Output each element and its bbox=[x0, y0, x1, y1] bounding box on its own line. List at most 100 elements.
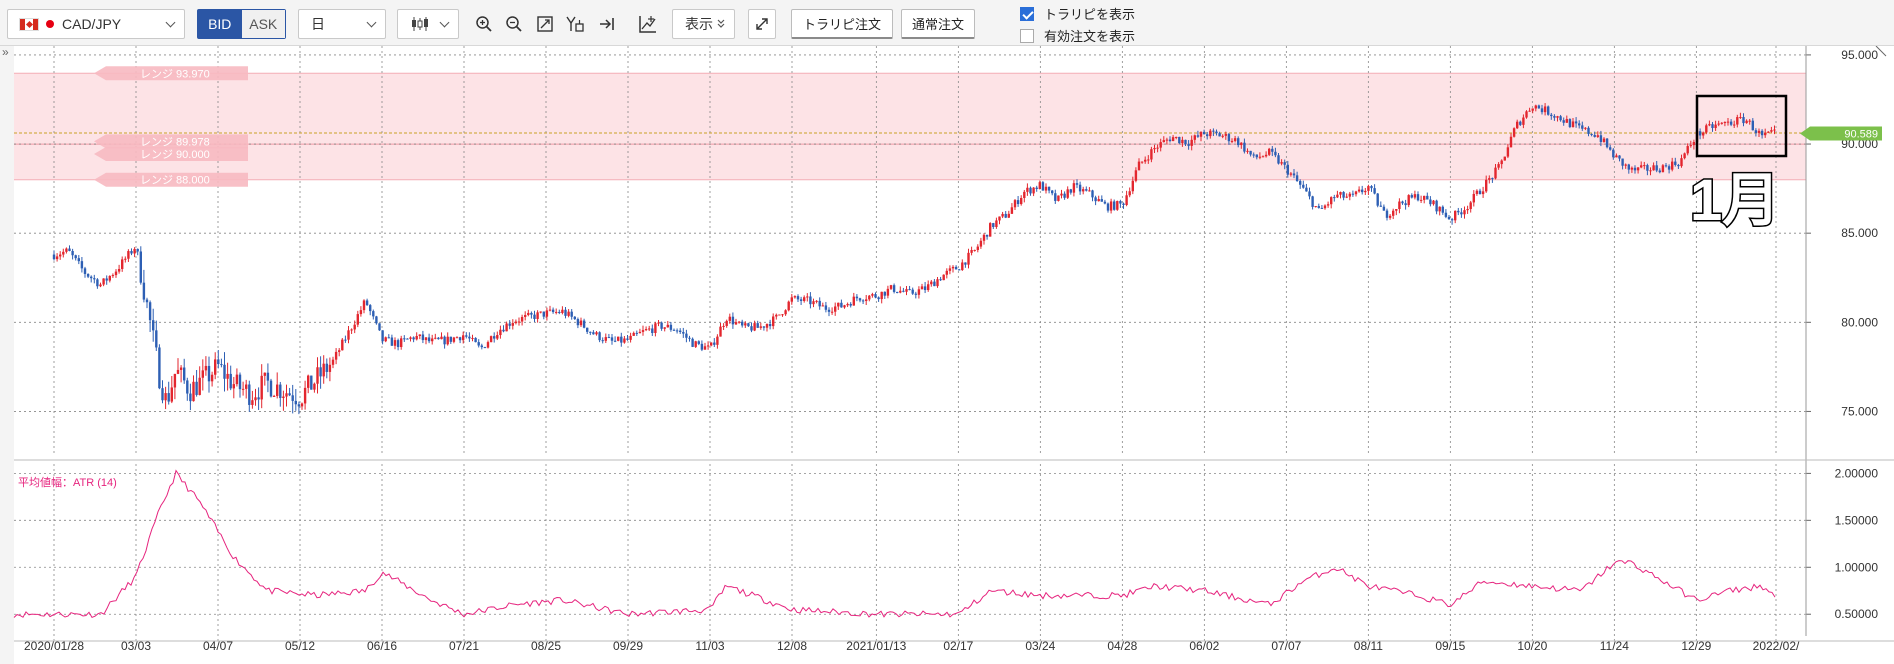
candle bbox=[1447, 215, 1451, 220]
candle bbox=[762, 326, 766, 331]
candle bbox=[793, 295, 797, 299]
candle bbox=[167, 381, 170, 405]
candle bbox=[1345, 193, 1348, 199]
candle bbox=[1605, 137, 1609, 149]
candle bbox=[874, 292, 877, 299]
candle bbox=[465, 332, 468, 339]
x-tick-label: 2020/01/28 bbox=[24, 639, 84, 653]
candle bbox=[229, 365, 232, 391]
candle bbox=[601, 337, 604, 344]
candle bbox=[973, 249, 976, 252]
x-tick-label: 12/08 bbox=[777, 639, 807, 653]
candle bbox=[372, 309, 375, 320]
candle bbox=[902, 287, 905, 293]
candle bbox=[1237, 136, 1240, 148]
price-chart[interactable]: » 2020/01/28 03/03 04/07 05/12 06/16 07/21 08/2… bbox=[0, 46, 1894, 664]
show-active-orders-label: 有効注文を表示 bbox=[1044, 29, 1136, 44]
candle bbox=[375, 315, 378, 325]
y-tick-label: 95.000 bbox=[1841, 48, 1878, 62]
candle bbox=[1088, 187, 1091, 192]
candle bbox=[406, 338, 409, 340]
bid-button[interactable]: BID bbox=[198, 10, 242, 38]
atr-y-tick-label: 0.50000 bbox=[1835, 607, 1879, 621]
candle bbox=[1113, 199, 1116, 211]
candle bbox=[1596, 131, 1599, 138]
fullscreen-button[interactable] bbox=[748, 9, 776, 39]
candle bbox=[511, 319, 514, 330]
candle bbox=[279, 381, 282, 407]
x-tick-label: 08/25 bbox=[531, 639, 561, 653]
candle bbox=[96, 278, 99, 289]
candle bbox=[1652, 162, 1655, 171]
candle bbox=[437, 337, 440, 340]
candle bbox=[586, 327, 589, 335]
x-tick-label: 04/07 bbox=[203, 639, 233, 653]
candle bbox=[1212, 128, 1215, 137]
candle bbox=[1698, 128, 1702, 140]
candle bbox=[338, 348, 341, 357]
indicator-add-icon[interactable] bbox=[634, 11, 662, 37]
jump-to-latest-icon[interactable] bbox=[593, 11, 621, 37]
candle bbox=[1590, 133, 1593, 137]
candle bbox=[923, 281, 927, 294]
show-torarepi-checkbox[interactable]: トラリピを表示 bbox=[1020, 4, 1135, 23]
svg-text:レンジ 93.970: レンジ 93.970 bbox=[140, 68, 210, 80]
candle bbox=[1559, 114, 1562, 122]
zoom-in-icon[interactable] bbox=[470, 11, 498, 37]
normal-order-button[interactable]: 通常注文 bbox=[901, 9, 975, 39]
candle bbox=[644, 326, 648, 332]
atr-indicator-label[interactable]: 平均値幅：ATR (14) bbox=[18, 476, 117, 489]
candle bbox=[691, 337, 694, 348]
torarepi-order-button[interactable]: トラリピ注文 bbox=[791, 9, 893, 39]
candle bbox=[880, 291, 883, 304]
candle bbox=[1454, 210, 1457, 224]
candle bbox=[719, 322, 722, 337]
fit-screen-icon[interactable] bbox=[531, 11, 559, 37]
scroll-arrow-icon[interactable] bbox=[1875, 46, 1887, 57]
candle bbox=[365, 298, 369, 306]
auto-scale-y-icon[interactable] bbox=[561, 11, 589, 37]
zoom-out-icon[interactable] bbox=[500, 11, 528, 37]
candle bbox=[703, 342, 707, 350]
candle bbox=[1302, 180, 1305, 189]
candle bbox=[204, 356, 208, 376]
candle bbox=[775, 313, 778, 320]
candle bbox=[781, 313, 784, 317]
period-select[interactable]: 日 bbox=[298, 9, 386, 39]
show-active-orders-checkbox[interactable]: 有効注文を表示 bbox=[1020, 26, 1135, 45]
candle bbox=[1463, 206, 1466, 219]
candle bbox=[1100, 195, 1103, 202]
candle bbox=[899, 286, 902, 294]
collapse-panel-icon[interactable]: » bbox=[2, 46, 9, 59]
candle bbox=[954, 265, 958, 270]
candle bbox=[734, 318, 738, 326]
candle bbox=[1252, 152, 1255, 158]
candle bbox=[297, 401, 301, 415]
candle bbox=[741, 319, 744, 328]
candle bbox=[1633, 165, 1637, 174]
svg-text:レンジ 90.000: レンジ 90.000 bbox=[140, 149, 210, 161]
currency-pair-select[interactable]: CAD/JPY bbox=[7, 9, 185, 39]
candle bbox=[747, 322, 750, 327]
candle bbox=[858, 297, 862, 303]
chart-type-select[interactable] bbox=[397, 9, 459, 39]
candle bbox=[480, 343, 483, 350]
candle bbox=[1568, 118, 1572, 129]
candle bbox=[1364, 187, 1367, 195]
atr-y-tick-label: 1.50000 bbox=[1835, 513, 1879, 527]
candle bbox=[613, 336, 617, 343]
candle bbox=[130, 248, 133, 256]
candle bbox=[1764, 128, 1767, 138]
candle bbox=[1587, 126, 1590, 137]
ask-button[interactable]: ASK bbox=[241, 10, 285, 38]
candle bbox=[1754, 128, 1758, 137]
candle bbox=[198, 366, 201, 396]
candle bbox=[710, 342, 713, 347]
candle bbox=[784, 309, 787, 316]
candle bbox=[322, 355, 325, 384]
display-menu[interactable]: 表示 bbox=[672, 9, 735, 39]
candle bbox=[620, 332, 623, 347]
candle bbox=[319, 356, 322, 389]
candle bbox=[1029, 186, 1032, 196]
candle bbox=[158, 344, 161, 390]
